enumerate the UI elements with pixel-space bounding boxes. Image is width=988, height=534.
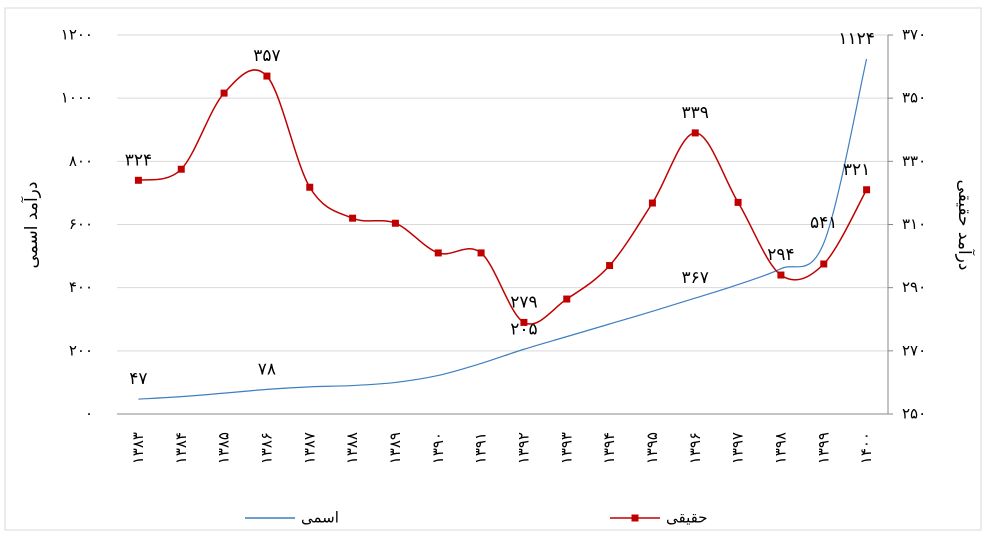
y-tick-label: ۶۰۰ bbox=[69, 215, 93, 233]
marker bbox=[220, 89, 228, 97]
x-tick-label: ۱۳۹۶ bbox=[686, 432, 704, 464]
data-label: ۳۵۷ bbox=[253, 46, 280, 66]
x-tick-label: ۱۳۸۳ bbox=[129, 432, 147, 464]
marker bbox=[306, 183, 314, 191]
x-tick-label: ۱۳۹۵ bbox=[643, 432, 661, 464]
x-tick-label: ۱۳۹۰ bbox=[429, 432, 447, 464]
data-label: ۲۹۴ bbox=[767, 245, 794, 265]
data-label: ۵۴۱ bbox=[810, 213, 837, 233]
marker bbox=[177, 165, 185, 173]
data-label: ۳۲۱ bbox=[843, 160, 870, 180]
x-tick-label: ۱۳۸۴ bbox=[172, 432, 190, 464]
x-tick-label: ۱۳۹۱ bbox=[472, 432, 490, 464]
marker bbox=[434, 249, 442, 257]
y-axis-title: درآمد اسمی bbox=[20, 182, 42, 269]
legend-marker bbox=[631, 514, 639, 522]
marker bbox=[391, 219, 399, 227]
data-label: ۱۱۲۴ bbox=[838, 29, 875, 49]
data-label: ۲۷۹ bbox=[510, 292, 537, 312]
y-tick-label: ۱۲۰۰ bbox=[61, 26, 93, 44]
x-tick-label: ۱۳۹۲ bbox=[514, 432, 532, 464]
x-tick-label: ۱۳۸۸ bbox=[343, 432, 361, 464]
y2-tick-label: ۲۷۰ bbox=[902, 341, 926, 359]
y-tick-label: ۸۰۰ bbox=[69, 152, 93, 170]
x-tick-label: ۱۳۸۷ bbox=[300, 432, 318, 464]
y-tick-label: ۱۰۰۰ bbox=[61, 89, 93, 107]
y2-tick-label: ۲۵۰ bbox=[902, 405, 926, 423]
x-tick-label: ۱۳۸۵ bbox=[215, 432, 233, 464]
y2-tick-label: ۲۹۰ bbox=[902, 278, 926, 296]
x-tick-label: ۱۳۹۸ bbox=[771, 432, 789, 464]
y-tick-label: ۰ bbox=[85, 405, 93, 423]
data-label: ۳۳۹ bbox=[682, 103, 709, 123]
marker bbox=[777, 271, 785, 279]
y-tick-label: ۲۰۰ bbox=[69, 341, 93, 359]
legend-label: اسمی bbox=[301, 509, 339, 527]
marker bbox=[134, 176, 142, 184]
marker bbox=[820, 260, 828, 268]
x-tick-label: ۱۴۰۰ bbox=[857, 432, 875, 464]
legend-label: حقیقی bbox=[666, 509, 707, 527]
line bbox=[138, 58, 868, 400]
marker bbox=[648, 199, 656, 207]
x-tick-label: ۱۳۸۹ bbox=[386, 432, 404, 464]
marker bbox=[691, 129, 699, 137]
marker bbox=[563, 295, 571, 303]
x-tick-label: ۱۳۹۳ bbox=[557, 432, 575, 464]
y2-tick-label: ۳۷۰ bbox=[902, 26, 926, 44]
y-tick-label: ۴۰۰ bbox=[69, 278, 93, 296]
chart-border bbox=[4, 7, 982, 531]
x-tick-label: ۱۳۹۴ bbox=[600, 432, 618, 464]
marker bbox=[477, 249, 485, 257]
marker bbox=[520, 318, 528, 326]
marker bbox=[863, 186, 871, 194]
y2-tick-label: ۳۱۰ bbox=[902, 215, 926, 233]
data-label: ۳۶۷ bbox=[682, 268, 709, 288]
marker bbox=[606, 262, 614, 270]
x-tick-label: ۱۳۹۷ bbox=[729, 432, 747, 464]
x-tick-label: ۱۳۸۶ bbox=[257, 432, 275, 464]
data-label: ۴۷ bbox=[129, 369, 147, 389]
data-label: ۳۲۴ bbox=[125, 150, 152, 170]
marker bbox=[349, 214, 357, 222]
marker bbox=[734, 198, 742, 206]
y2-axis-title: درآمد حقیقی bbox=[954, 180, 976, 271]
x-tick-label: ۱۳۹۹ bbox=[814, 432, 832, 464]
marker bbox=[263, 72, 271, 80]
data-label: ۷۸ bbox=[258, 359, 276, 379]
y2-tick-label: ۳۳۰ bbox=[902, 152, 926, 170]
line bbox=[138, 69, 868, 325]
y2-tick-label: ۳۵۰ bbox=[902, 89, 926, 107]
